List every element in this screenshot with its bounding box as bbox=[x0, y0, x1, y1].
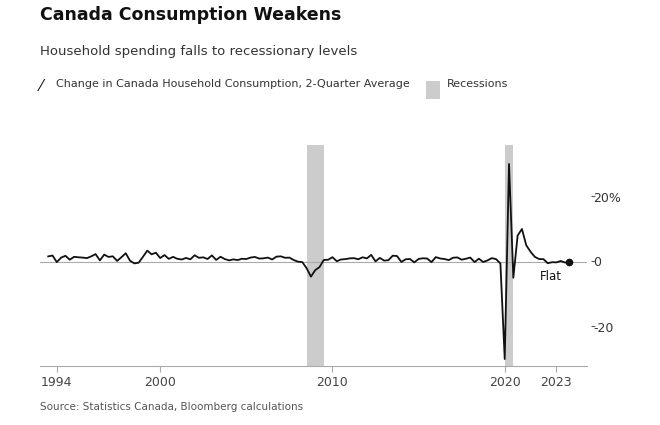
Text: Canada Consumption Weakens: Canada Consumption Weakens bbox=[40, 6, 341, 24]
Text: Household spending falls to recessionary levels: Household spending falls to recessionary… bbox=[40, 45, 357, 58]
Text: Change in Canada Household Consumption, 2-Quarter Average: Change in Canada Household Consumption, … bbox=[56, 79, 410, 89]
Bar bbox=[505, 144, 513, 366]
Bar bbox=[307, 144, 324, 366]
Text: Recessions: Recessions bbox=[447, 79, 508, 89]
Text: Source: Statistics Canada, Bloomberg calculations: Source: Statistics Canada, Bloomberg cal… bbox=[40, 402, 303, 412]
Text: Flat: Flat bbox=[540, 269, 562, 283]
Text: ⁄: ⁄ bbox=[40, 79, 42, 94]
